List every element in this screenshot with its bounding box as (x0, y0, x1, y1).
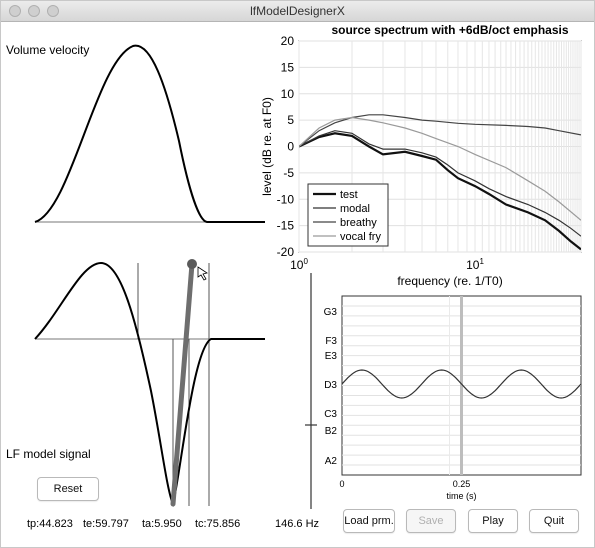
spectrum-x-tick-label: 100 (290, 257, 308, 272)
pitch-y-tick-label: G3 (324, 307, 338, 318)
pitch-chart: G3 F3 E3 D3 C3 B2 A2 0 0.25 time (s) (324, 295, 582, 501)
volume-velocity-curve (34, 44, 265, 223)
spectrum-y-axis-label: level (dB re. at F0) (260, 97, 274, 196)
volume-velocity-label: Volume velocity (6, 43, 90, 57)
f0-value: 146.6 Hz (275, 518, 320, 530)
spectrum-series-breathy (299, 114, 581, 147)
ta-value: ta:5.950 (142, 518, 182, 530)
pitch-y-tick-label: B2 (325, 426, 338, 437)
legend-label: test (340, 189, 358, 201)
quit-button[interactable]: Quit (529, 509, 579, 533)
spectrum-y-tick-label: -5 (283, 166, 294, 180)
spectrum-y-tick-label: 0 (287, 140, 294, 154)
spectrum-x-tick-label: 101 (466, 257, 484, 272)
spectrum-y-tick-label: -10 (277, 192, 295, 206)
minimize-window-icon[interactable] (28, 5, 40, 17)
pitch-y-tick-label: E3 (325, 351, 338, 362)
spectrum-title: source spectrum with +6dB/oct emphasis (331, 23, 568, 37)
lf-drag-handle-knob[interactable] (187, 259, 197, 269)
play-button[interactable]: Play (468, 509, 518, 533)
pitch-y-tick-label: A2 (325, 456, 338, 467)
pitch-x-axis-label: time (s) (447, 491, 477, 501)
reset-button[interactable]: Reset (37, 477, 99, 501)
zoom-window-icon[interactable] (47, 5, 59, 17)
window-title: lfModelDesignerX (250, 4, 345, 18)
spectrum-series-modal (299, 130, 581, 237)
close-window-icon[interactable] (9, 5, 21, 17)
pitch-x-tick-label: 0 (339, 479, 344, 489)
lf-drag-handle-line[interactable] (170, 261, 195, 507)
legend-label: vocal fry (340, 231, 381, 243)
spectrum-y-tick-label: 20 (281, 34, 295, 48)
tp-value: tp:44.823 (27, 518, 73, 530)
legend-label: modal (340, 203, 370, 215)
spectrum-y-tick-label: 15 (281, 60, 295, 74)
title-bar[interactable]: lfModelDesignerX (1, 1, 594, 22)
spectrum-y-tick-label: 5 (287, 113, 294, 127)
spectrum-series-vocal-fry (299, 116, 581, 221)
lf-model-curve (34, 261, 265, 508)
pitch-y-tick-label: F3 (325, 336, 337, 347)
load-parameters-button[interactable]: Load prm. (343, 509, 395, 533)
lf-signal-label: LF model signal (6, 447, 91, 461)
pitch-contour-line (341, 369, 582, 399)
spectrum-y-tick-label: 10 (281, 87, 295, 101)
pitch-y-tick-label: D3 (324, 380, 337, 391)
save-button[interactable]: Save (406, 509, 456, 533)
spectrum-y-tick-label: -20 (277, 245, 295, 259)
legend-label: breathy (340, 217, 377, 229)
spectrum-x-axis-label: frequency (re. 1/T0) (397, 274, 502, 288)
tc-value: tc:75.856 (195, 518, 241, 530)
pitch-x-tick-label: 0.25 (453, 479, 471, 489)
hand-cursor-icon (197, 266, 208, 281)
spectrum-y-tick-label: -15 (277, 219, 295, 233)
te-value: te:59.797 (83, 518, 129, 530)
pitch-y-tick-label: C3 (324, 409, 337, 420)
spectrum-series-test (299, 132, 581, 251)
